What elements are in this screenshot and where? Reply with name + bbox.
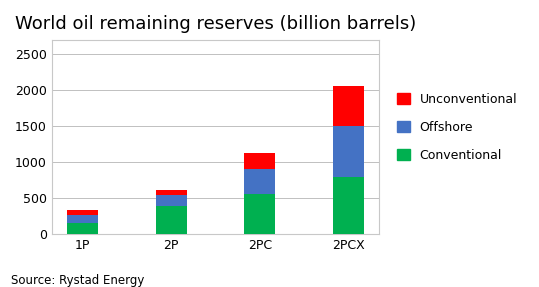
Bar — [156, 189, 186, 195]
Bar — [333, 126, 364, 177]
Legend: Unconventional, Offshore, Conventional: Unconventional, Offshore, Conventional — [392, 88, 522, 167]
Text: Source: Rystad Energy: Source: Rystad Energy — [11, 274, 144, 287]
Bar — [156, 206, 186, 234]
Bar — [244, 153, 275, 169]
Bar — [244, 194, 275, 234]
Bar — [156, 195, 186, 206]
Title: World oil remaining reserves (billion barrels): World oil remaining reserves (billion ba… — [15, 15, 416, 33]
Bar — [67, 210, 98, 215]
Bar — [67, 223, 98, 234]
Bar — [333, 177, 364, 234]
Bar — [67, 215, 98, 223]
Bar — [333, 86, 364, 126]
Bar — [244, 169, 275, 194]
